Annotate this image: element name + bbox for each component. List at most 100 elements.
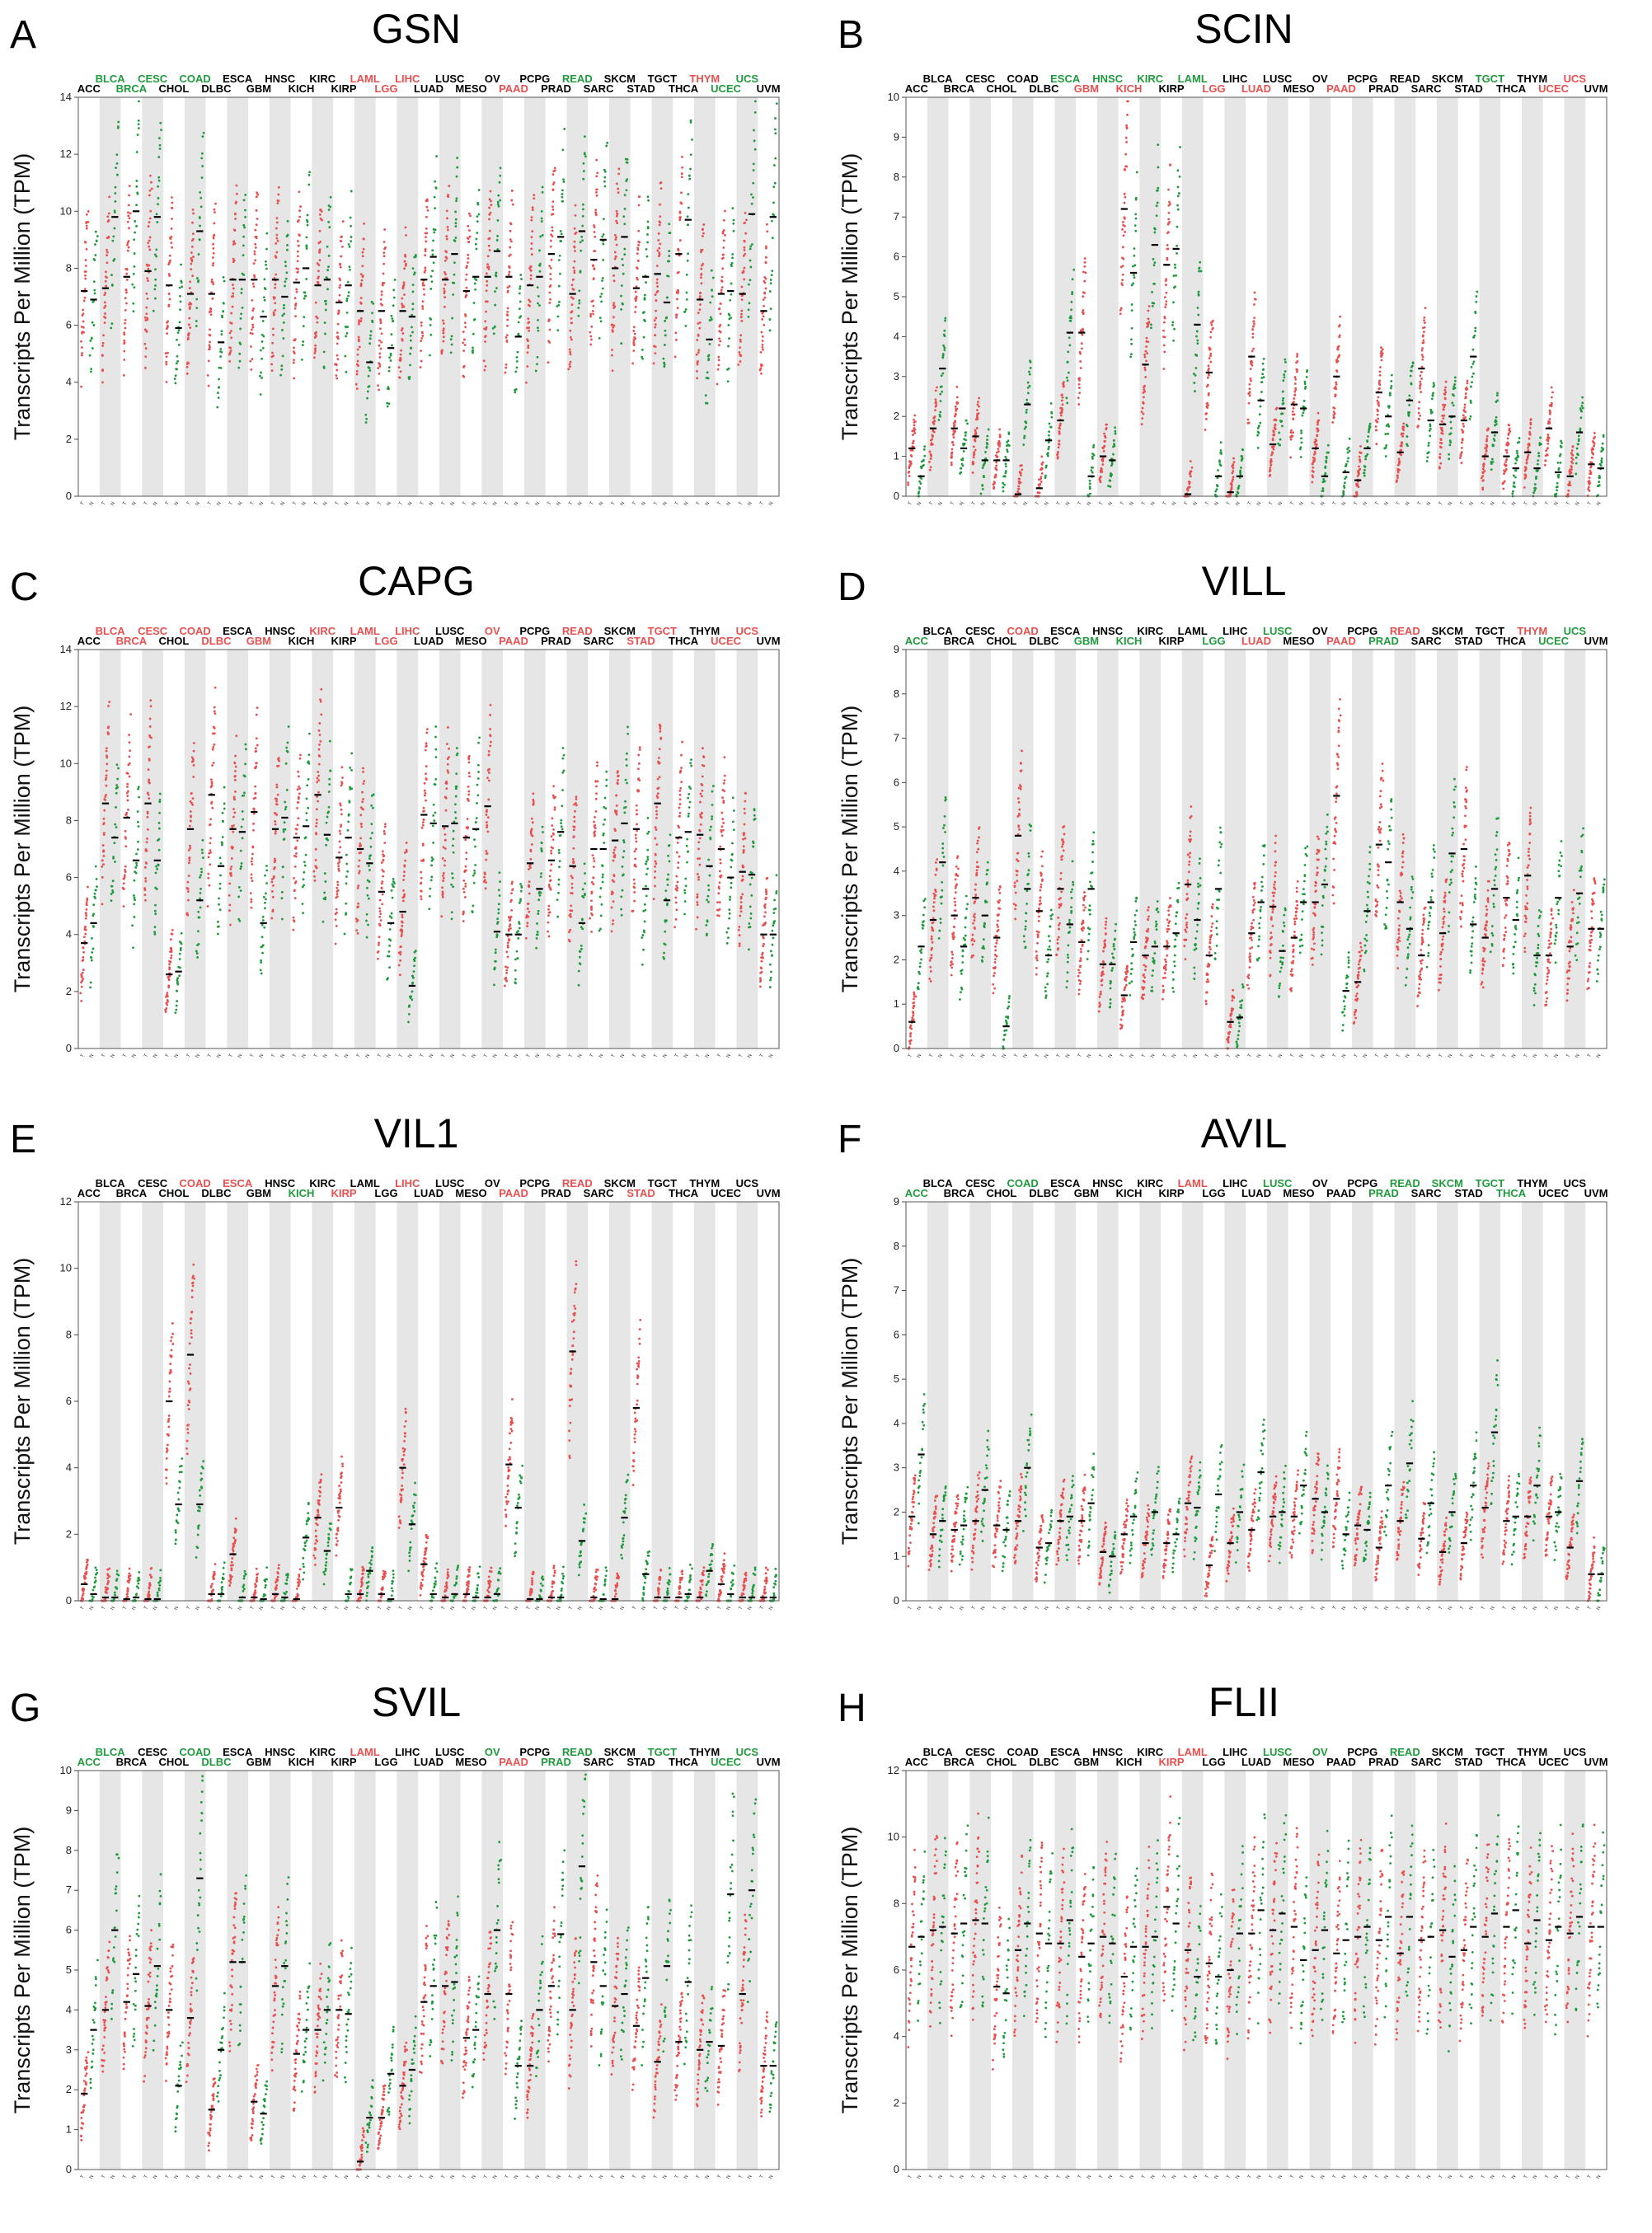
tumor-point bbox=[681, 166, 684, 169]
x-tick-label: N bbox=[1405, 501, 1410, 507]
normal-point bbox=[1302, 409, 1306, 412]
tumor-point bbox=[231, 305, 234, 308]
normal-point bbox=[1172, 274, 1176, 277]
tumor-point bbox=[167, 293, 171, 295]
tumor-point bbox=[654, 352, 657, 355]
tumor-point bbox=[148, 189, 152, 192]
tumor-point bbox=[611, 369, 614, 373]
tumor-point bbox=[696, 370, 698, 373]
tumor-point bbox=[168, 968, 171, 971]
normal-point bbox=[687, 193, 690, 195]
tumor-point bbox=[1420, 354, 1424, 356]
normal-point bbox=[1598, 484, 1601, 486]
cancer-type-label: OV bbox=[485, 73, 500, 85]
tumor-point bbox=[107, 705, 110, 707]
normal-point bbox=[1025, 410, 1028, 414]
normal-point bbox=[1071, 291, 1074, 293]
tumor-point bbox=[763, 281, 767, 284]
normal-point bbox=[89, 981, 92, 984]
y-axis-label: Transcripts Per Million (TPM) bbox=[10, 706, 35, 993]
normal-point bbox=[217, 920, 219, 923]
tumor-point bbox=[380, 332, 383, 335]
tumor-point bbox=[1274, 423, 1277, 426]
normal-point bbox=[136, 810, 139, 813]
tumor-point bbox=[274, 820, 277, 823]
tumor-point bbox=[209, 842, 212, 845]
cancer-type-label: TGCT bbox=[648, 73, 677, 85]
normal-point bbox=[325, 843, 328, 847]
tumor-point bbox=[190, 303, 193, 306]
tumor-point bbox=[401, 327, 404, 330]
normal-point bbox=[265, 263, 267, 266]
tumor-point bbox=[147, 242, 150, 245]
tumor-point bbox=[912, 439, 915, 443]
tumor-point bbox=[320, 687, 323, 691]
normal-point bbox=[1411, 362, 1415, 365]
tumor-point bbox=[270, 369, 274, 373]
tumor-point bbox=[317, 800, 319, 803]
tumor-point bbox=[421, 300, 425, 303]
normal-point bbox=[475, 237, 478, 241]
normal-point bbox=[1302, 411, 1305, 415]
normal-point bbox=[1241, 448, 1245, 452]
tumor-point bbox=[334, 942, 337, 945]
tumor-point bbox=[80, 385, 83, 388]
tumor-point bbox=[250, 906, 253, 909]
tumor-point bbox=[509, 229, 512, 232]
tumor-point bbox=[273, 866, 276, 869]
normal-point bbox=[93, 258, 96, 261]
tumor-point bbox=[575, 231, 578, 234]
normal-point bbox=[1496, 392, 1499, 395]
normal-point bbox=[1196, 339, 1199, 342]
normal-point bbox=[240, 861, 243, 865]
normal-point bbox=[1110, 464, 1113, 467]
x-tick-label: N bbox=[662, 501, 668, 507]
normal-point bbox=[154, 278, 157, 281]
normal-point bbox=[476, 215, 479, 218]
tumor-point bbox=[616, 182, 618, 185]
normal-point bbox=[1219, 441, 1223, 444]
normal-point bbox=[244, 215, 246, 218]
tumor-point bbox=[697, 312, 700, 314]
normal-point bbox=[601, 279, 603, 282]
tumor-point bbox=[447, 194, 450, 196]
normal-point bbox=[219, 355, 223, 358]
tumor-point bbox=[679, 201, 683, 204]
normal-point bbox=[306, 784, 309, 787]
tumor-point bbox=[1140, 410, 1143, 414]
tumor-point bbox=[229, 349, 232, 352]
tumor-point bbox=[296, 788, 299, 791]
normal-point bbox=[775, 102, 778, 106]
tumor-point bbox=[80, 346, 83, 349]
normal-point bbox=[115, 826, 118, 828]
normal-point bbox=[456, 157, 459, 159]
normal-point bbox=[625, 189, 628, 192]
tumor-point bbox=[1547, 420, 1551, 423]
tumor-point bbox=[1443, 403, 1447, 406]
tumor-point bbox=[103, 809, 106, 812]
normal-point bbox=[1066, 401, 1069, 405]
tumor-point bbox=[1122, 246, 1124, 249]
tumor-point bbox=[674, 338, 678, 341]
normal-point bbox=[110, 884, 114, 888]
normal-point bbox=[221, 843, 223, 847]
tumor-point bbox=[530, 216, 533, 218]
normal-point bbox=[730, 282, 733, 285]
tumor-point bbox=[378, 339, 381, 342]
tumor-point bbox=[1119, 265, 1123, 269]
normal-point bbox=[138, 100, 140, 103]
normal-point bbox=[1218, 459, 1221, 462]
tumor-point bbox=[232, 795, 236, 799]
normal-point bbox=[154, 903, 157, 907]
tumor-point bbox=[1548, 409, 1551, 412]
tumor-point bbox=[1359, 444, 1362, 448]
tumor-point bbox=[272, 311, 275, 314]
tumor-point bbox=[85, 908, 88, 911]
tumor-point bbox=[293, 359, 295, 362]
tumor-point bbox=[955, 407, 959, 410]
normal-point bbox=[302, 912, 304, 915]
normal-point bbox=[1406, 444, 1409, 448]
normal-point bbox=[562, 181, 566, 183]
normal-point bbox=[1195, 354, 1199, 357]
normal-point bbox=[1431, 393, 1434, 396]
